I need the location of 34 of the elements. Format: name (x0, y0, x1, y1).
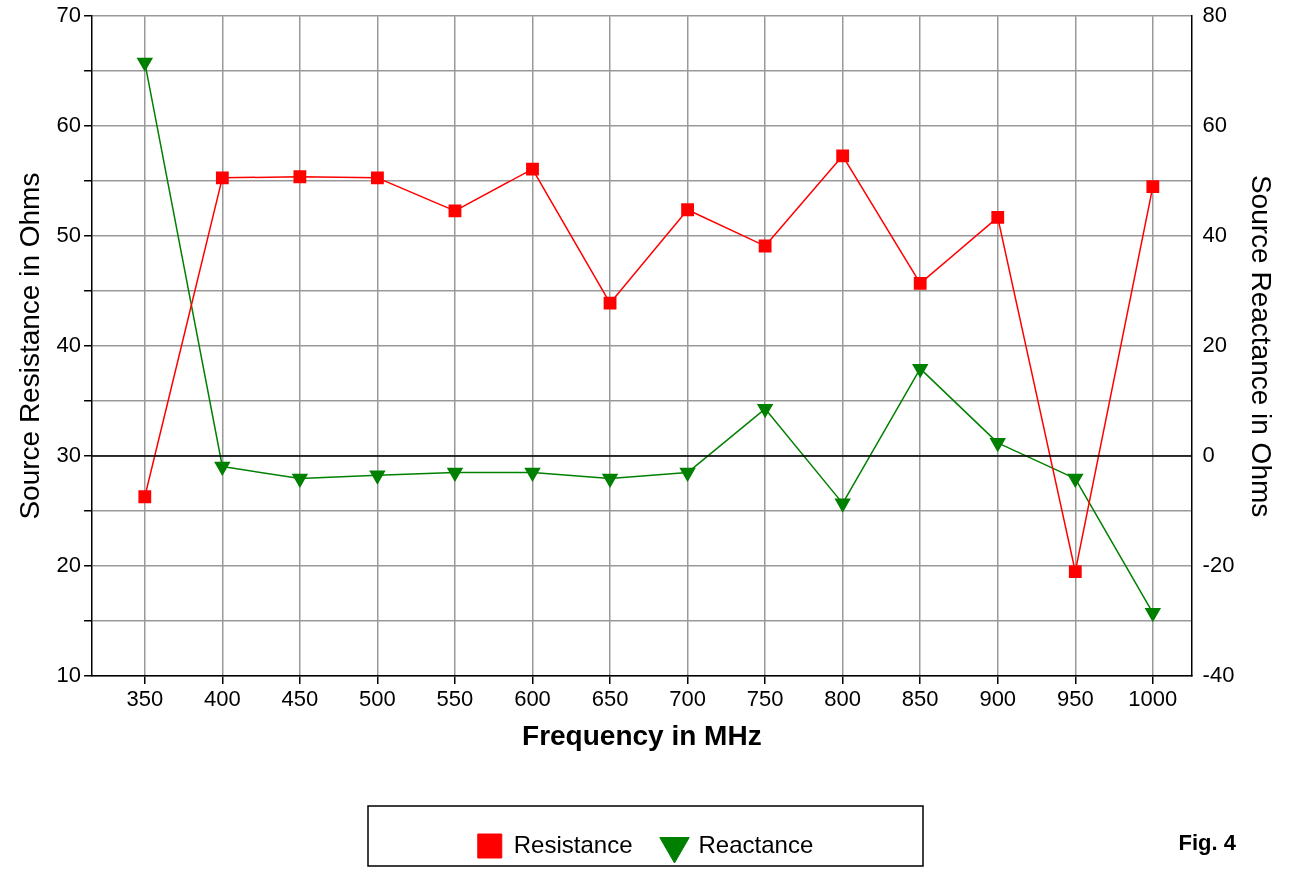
y-tick-label: 60 (56, 112, 82, 138)
x-tick-label: 900 (979, 686, 1017, 712)
y2-tick-label: 80 (1202, 2, 1228, 28)
y2-tick-label: 60 (1202, 112, 1228, 138)
x-tick-label: 850 (901, 686, 939, 712)
x-tick-label: 750 (746, 686, 784, 712)
y-tick-label: 50 (56, 222, 82, 248)
y-tick-label: 10 (56, 662, 82, 688)
x-tick-label: 1000 (1128, 686, 1178, 712)
y-tick-label: 20 (56, 552, 82, 578)
y2-tick-label: 20 (1202, 332, 1228, 358)
x-tick-label: 800 (824, 686, 862, 712)
x-tick-label: 600 (514, 686, 551, 712)
x-tick-label: 700 (669, 686, 706, 712)
y-tick-label: 30 (56, 442, 82, 468)
legend-label: Resistance (513, 830, 633, 858)
y2-tick-label: -40 (1202, 662, 1235, 688)
x-axis-title: Frequency in MHz (522, 719, 762, 751)
legend-label: Reactance (698, 830, 814, 858)
x-tick-label: 950 (1056, 686, 1094, 712)
x-tick-label: 400 (203, 686, 241, 712)
x-tick-label: 350 (126, 686, 164, 712)
y-tick-label: 40 (56, 332, 82, 358)
x-tick-label: 550 (436, 686, 474, 712)
y2-tick-label: 40 (1202, 222, 1228, 248)
x-tick-label: 450 (281, 686, 319, 712)
y2-tick-label: 0 (1202, 442, 1215, 468)
y2-tick-label: -20 (1202, 552, 1235, 578)
x-tick-label: 500 (359, 686, 396, 712)
y2-axis-title: Source Reactance in Ohms (1246, 174, 1278, 518)
x-tick-label: 650 (591, 686, 629, 712)
y-axis-title: Source Resistance in Ohms (13, 172, 45, 520)
caption: Fig. 4 (1178, 830, 1237, 856)
y-tick-label: 70 (56, 2, 82, 28)
